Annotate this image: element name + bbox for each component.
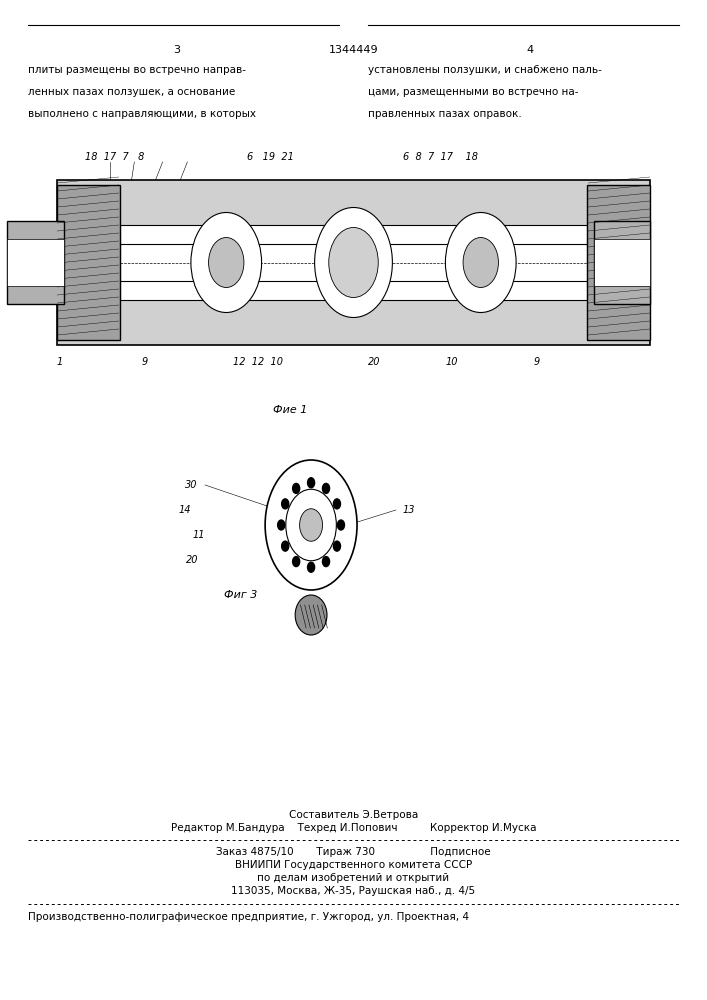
Text: 9: 9 bbox=[534, 357, 540, 367]
Text: 6   19  21: 6 19 21 bbox=[247, 152, 294, 162]
Circle shape bbox=[308, 562, 315, 572]
Text: 1: 1 bbox=[57, 357, 63, 367]
Text: 10: 10 bbox=[445, 357, 458, 367]
Text: Фие 1: Фие 1 bbox=[273, 405, 307, 415]
Bar bbox=[587, 185, 650, 340]
Text: плиты размещены во встречно направ-: плиты размещены во встречно направ- bbox=[28, 65, 246, 75]
Circle shape bbox=[334, 499, 341, 509]
Circle shape bbox=[281, 541, 288, 551]
Circle shape bbox=[191, 213, 262, 312]
Circle shape bbox=[337, 520, 344, 530]
Text: цами, размещенными во встречно на-: цами, размещенными во встречно на- bbox=[368, 87, 578, 97]
Circle shape bbox=[322, 483, 329, 493]
Circle shape bbox=[278, 520, 285, 530]
Bar bbox=[594, 221, 650, 304]
Text: Производственно-полиграфическое предприятие, г. Ужгород, ул. Проектная, 4: Производственно-полиграфическое предприя… bbox=[28, 912, 469, 922]
Text: 3: 3 bbox=[618, 270, 624, 280]
Text: выполнено с направляющими, в которых: выполнено с направляющими, в которых bbox=[28, 109, 256, 119]
Text: ленных пазах ползушек, а основание: ленных пазах ползушек, а основание bbox=[28, 87, 235, 97]
Text: 11: 11 bbox=[192, 530, 205, 540]
Text: установлены ползушки, и снабжено паль-: установлены ползушки, и снабжено паль- bbox=[368, 65, 602, 75]
Bar bbox=[57, 185, 120, 340]
Text: 4: 4 bbox=[527, 45, 534, 55]
Text: 30: 30 bbox=[185, 480, 198, 490]
Circle shape bbox=[445, 213, 516, 312]
Circle shape bbox=[463, 237, 498, 288]
Circle shape bbox=[329, 228, 378, 298]
Text: 13: 13 bbox=[403, 505, 416, 515]
Circle shape bbox=[300, 509, 322, 541]
Circle shape bbox=[315, 208, 392, 318]
Bar bbox=[57, 180, 650, 345]
Bar bbox=[120, 225, 587, 300]
Text: ВНИИПИ Государственного комитета СССР: ВНИИПИ Государственного комитета СССР bbox=[235, 860, 472, 870]
Circle shape bbox=[209, 237, 244, 288]
Text: 20: 20 bbox=[185, 555, 198, 565]
Circle shape bbox=[322, 557, 329, 567]
Text: Заказ 4875/10       Тираж 730                 Подписное: Заказ 4875/10 Тираж 730 Подписное bbox=[216, 847, 491, 857]
Text: Составитель Э.Ветрова: Составитель Э.Ветрова bbox=[289, 810, 418, 820]
Text: 12  12  10: 12 12 10 bbox=[233, 357, 284, 367]
Circle shape bbox=[308, 478, 315, 488]
Circle shape bbox=[281, 499, 288, 509]
Text: 9: 9 bbox=[141, 357, 148, 367]
Text: A-A: A-A bbox=[303, 465, 320, 475]
Text: 3: 3 bbox=[173, 45, 180, 55]
Text: правленных пазах оправок.: правленных пазах оправок. bbox=[368, 109, 521, 119]
Text: 20: 20 bbox=[368, 357, 380, 367]
Text: 14: 14 bbox=[178, 505, 191, 515]
Text: Редактор М.Бандура    Техред И.Попович          Корректор И.Муска: Редактор М.Бандура Техред И.Попович Корр… bbox=[171, 823, 536, 833]
Circle shape bbox=[265, 460, 357, 590]
Bar bbox=[594, 239, 650, 286]
Text: Фиг 3: Фиг 3 bbox=[223, 590, 257, 600]
Text: 18  17  7   8: 18 17 7 8 bbox=[85, 152, 144, 162]
Circle shape bbox=[334, 541, 341, 551]
Text: 113035, Москва, Ж-35, Раушская наб., д. 4/5: 113035, Москва, Ж-35, Раушская наб., д. … bbox=[231, 886, 476, 896]
Circle shape bbox=[293, 483, 300, 493]
Circle shape bbox=[293, 557, 300, 567]
Ellipse shape bbox=[295, 595, 327, 635]
Text: 2: 2 bbox=[36, 247, 42, 257]
Bar bbox=[7, 221, 64, 304]
Text: 6  8  7  17    18: 6 8 7 17 18 bbox=[403, 152, 478, 162]
Text: 3: 3 bbox=[68, 270, 74, 280]
Bar bbox=[7, 239, 64, 286]
Text: 1344449: 1344449 bbox=[329, 45, 378, 55]
Text: по делам изобретений и открытий: по делам изобретений и открытий bbox=[257, 873, 450, 883]
